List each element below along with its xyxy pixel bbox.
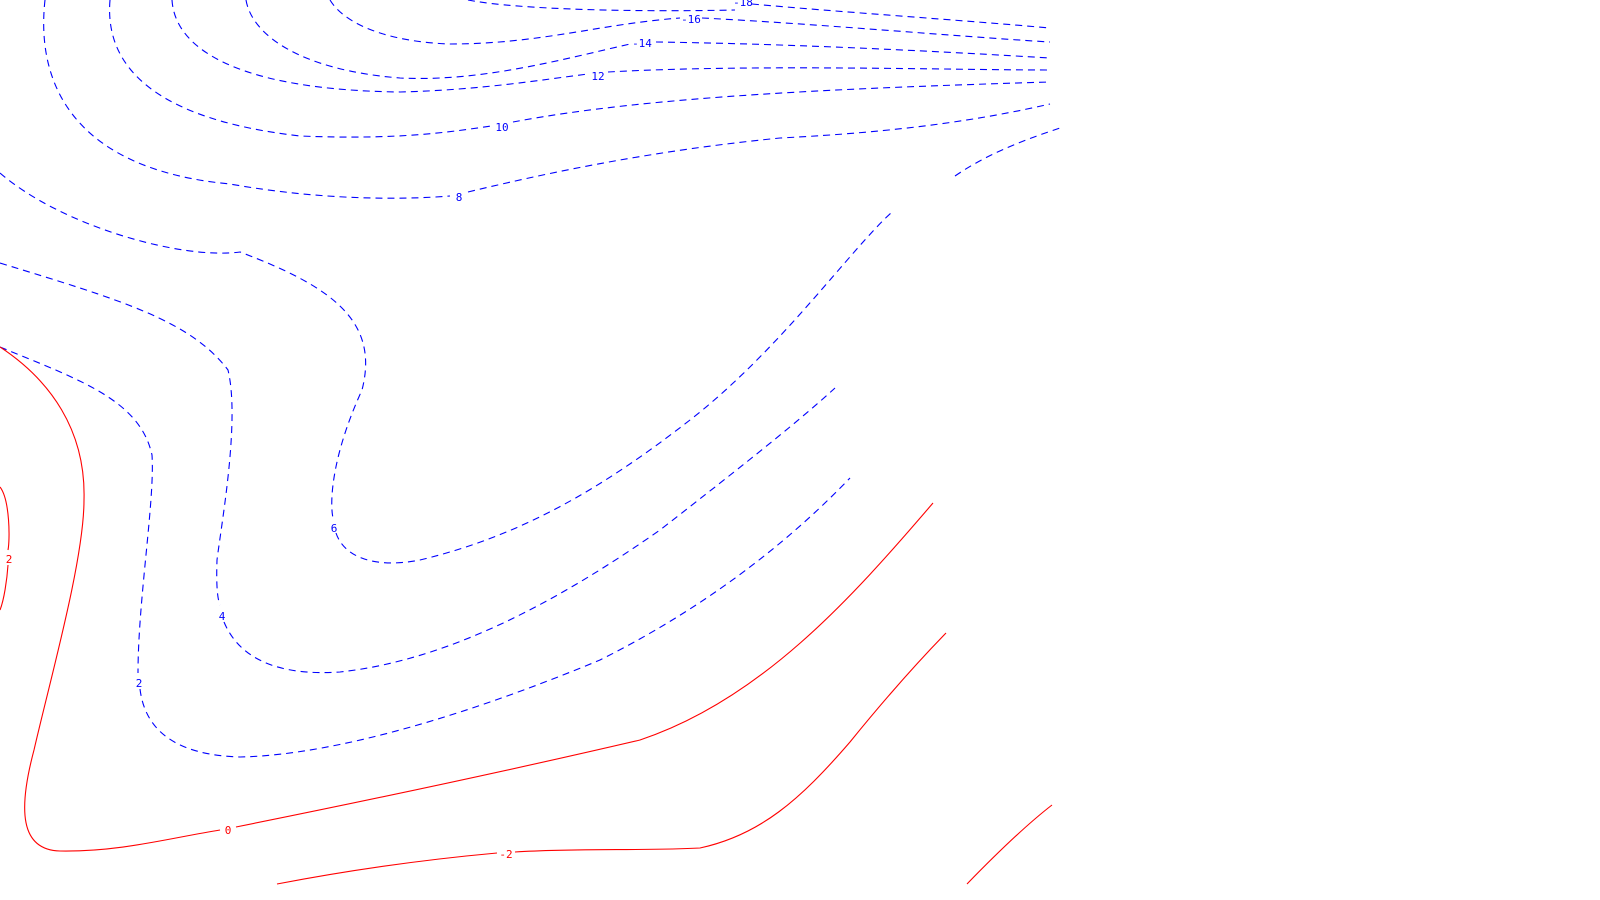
- contour-lines: [0, 0, 1061, 885]
- contour-line-4-8-seg2: [223, 387, 836, 674]
- contour-line-10-5-seg1: [109, 0, 492, 138]
- contour-line-4-8-seg1: [0, 262, 233, 606]
- contour-line-neg2-12-seg1: [276, 852, 498, 885]
- contour-labels: -18 -16 -14 12 10 8 6 4 2 0 2 -2: [6, 0, 753, 861]
- contour-line-6-7-seg1: [0, 172, 367, 519]
- contour-label-10-5: 10: [495, 121, 508, 134]
- contour-label-neg14-3: -14: [632, 37, 652, 50]
- contour-line-neg16-2-seg1: [329, 0, 681, 45]
- contour-label-2-9: 2: [136, 677, 143, 690]
- contour-line-12-4-seg2: [607, 67, 1051, 73]
- contour-label-4-8: 4: [219, 610, 226, 623]
- contour-line-6-7-seg3: [954, 127, 1061, 177]
- contour-line-neg2-12-seg2: [514, 632, 947, 853]
- contour-line-10-5-seg2: [512, 81, 1051, 123]
- contour-line-neg16-2-seg2: [701, 17, 1051, 43]
- contour-line-neg14-3-seg2: [655, 41, 1051, 59]
- contour-line-8-6-seg1: [43, 0, 451, 199]
- contour-line-2-9-seg1: [0, 346, 153, 674]
- contour-line-12-4-seg1: [171, 0, 589, 93]
- contour-line-0-10-seg2: [235, 502, 934, 828]
- contour-label-0-10: 0: [225, 824, 232, 837]
- contour-label-neg16-2: -16: [681, 13, 701, 26]
- contour-label-neg18-1: -18: [733, 0, 753, 9]
- contour-label-2-11: 2: [6, 553, 13, 566]
- contour-line-neg14-3-seg1: [245, 0, 631, 80]
- contour-line-2-11-seg2: [0, 564, 9, 611]
- contour-line-8-6-seg2: [467, 103, 1051, 193]
- contour-label-8-6: 8: [456, 191, 463, 204]
- contour-line-neg2-12-seg3: [966, 804, 1053, 885]
- contour-line-2-11-seg1: [0, 486, 10, 551]
- contour-line-2-9-seg2: [139, 477, 851, 758]
- contour-line-neg18-1-seg2: [751, 3, 1051, 29]
- contour-line-0-10-seg1: [0, 346, 221, 852]
- contour-line-6-7-seg2: [335, 211, 893, 564]
- contour-label-neg2-12: -2: [499, 848, 512, 861]
- contour-line-neg18-1-seg1: [467, 0, 736, 12]
- contour-label-12-4: 12: [591, 70, 604, 83]
- contour-label-6-7: 6: [331, 522, 338, 535]
